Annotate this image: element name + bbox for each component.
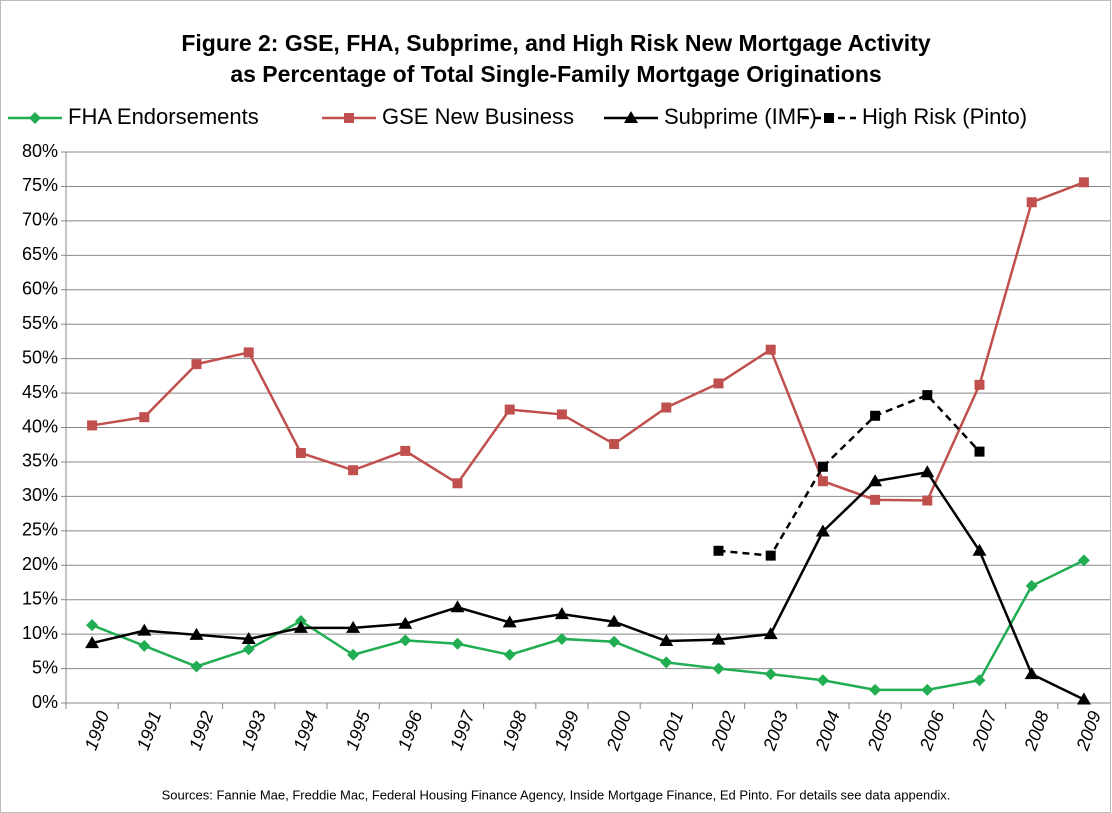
chart-subtitle: as Percentage of Total Single-Family Mor… [230,61,881,87]
marker [870,494,881,505]
legend-marker [344,113,354,123]
y-tick-label: 25% [22,520,58,540]
marker [503,648,516,661]
marker [660,656,673,669]
y-tick-label: 0% [32,692,58,712]
y-tick-label: 40% [22,416,58,436]
y-tick-label: 45% [22,382,58,402]
marker [1025,579,1038,592]
marker [190,660,203,673]
y-tick-label: 60% [22,279,58,299]
series-line [91,181,1085,502]
y-tick-label: 5% [32,657,58,677]
marker [869,683,882,696]
marker [399,634,412,647]
marker [712,662,725,675]
marker [973,674,986,687]
source-note: Sources: Fannie Mae, Freddie Mac, Federa… [162,787,951,802]
marker [870,410,881,421]
marker [711,632,726,645]
marker [815,524,830,537]
marker [242,643,255,656]
marker [659,634,674,647]
marker [817,476,828,487]
marker [139,412,150,423]
y-tick-label: 65% [22,244,58,264]
y-tick-label: 80% [22,141,58,161]
marker [816,674,829,687]
legend-marker [624,111,638,123]
marker [972,543,987,556]
series-line [91,559,1085,692]
marker [607,614,622,627]
marker [764,668,777,681]
chart-title: Figure 2: GSE, FHA, Subprime, and High R… [181,30,931,56]
marker [555,632,568,645]
y-tick-label: 70% [22,210,58,230]
series-line [91,470,1085,701]
marker [765,550,776,561]
legend-label: Subprime (IMF) [664,104,817,129]
legend-marker [29,112,41,124]
legend-label: High Risk (Pinto) [862,104,1027,129]
marker [922,390,933,401]
marker [137,623,152,636]
marker [554,607,569,620]
marker [974,446,985,457]
marker [609,439,620,450]
marker [85,636,100,649]
marker [346,620,361,633]
marker [189,627,204,640]
marker [556,409,567,420]
marker [86,619,99,632]
legend-marker [824,113,834,123]
marker [87,420,98,431]
marker [293,620,308,633]
y-tick-label: 75% [22,175,58,195]
marker [922,495,933,506]
y-tick-label: 10% [22,623,58,643]
y-tick-label: 55% [22,313,58,333]
marker [398,616,413,629]
marker [1024,667,1039,680]
marker [138,639,151,652]
marker [1076,692,1091,705]
marker [452,478,463,489]
marker [347,648,360,661]
legend-label: GSE New Business [382,104,574,129]
marker [763,627,778,640]
marker [1026,197,1037,208]
marker [191,359,202,370]
marker [450,600,465,613]
marker [241,631,256,644]
marker [451,637,464,650]
marker [348,465,359,476]
marker [608,635,621,648]
marker [765,344,776,355]
y-tick-label: 30% [22,485,58,505]
marker [921,683,934,696]
marker [400,445,411,456]
marker [661,402,672,413]
y-tick-label: 15% [22,588,58,608]
marker [920,465,935,478]
marker [713,378,724,389]
y-tick-label: 20% [22,554,58,574]
marker [974,379,985,390]
marker [295,447,306,458]
marker [243,347,254,358]
marker [504,404,515,415]
marker [1077,554,1090,567]
marker [1078,177,1089,188]
y-tick-label: 50% [22,347,58,367]
legend-label: FHA Endorsements [68,104,259,129]
y-tick-label: 35% [22,451,58,471]
marker [713,545,724,556]
marker [868,474,883,487]
marker [502,615,517,628]
marker [817,461,828,472]
